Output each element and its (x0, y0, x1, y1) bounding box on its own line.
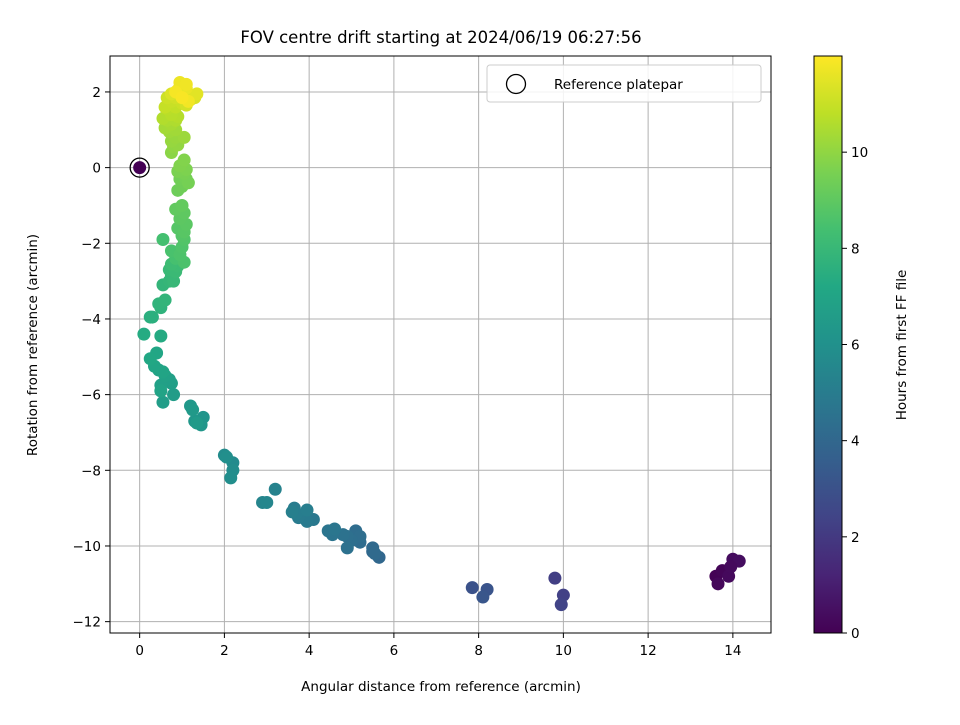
y-tick-label: 0 (92, 161, 101, 177)
data-point (724, 560, 738, 574)
y-tick-label: 2 (92, 85, 101, 101)
colorbar-tick-label: 6 (851, 338, 860, 354)
legend-label: Reference platepar (554, 77, 683, 93)
y-tick-label: −12 (73, 615, 102, 631)
legend-box (486, 64, 762, 103)
colorbar-tick-label: 0 (851, 626, 860, 642)
data-point (190, 87, 204, 101)
data-point (554, 598, 568, 612)
x-tick-label: 14 (724, 643, 741, 659)
data-point (268, 482, 282, 496)
plot-frame (109, 55, 772, 634)
colorbar-tick-label: 8 (851, 241, 860, 257)
colorbar-tick-label: 10 (851, 145, 868, 161)
legend: Reference platepar (486, 64, 762, 103)
grid-lines (110, 56, 771, 633)
data-point (154, 329, 168, 343)
data-point (145, 310, 159, 324)
data-point (167, 388, 181, 402)
data-point (177, 130, 191, 144)
x-axis-label: Angular distance from reference (arcmin) (301, 679, 581, 695)
y-tick-label: −10 (73, 539, 102, 555)
chart-title: FOV centre drift starting at 2024/06/19 … (240, 28, 641, 47)
x-tick-label: 4 (305, 643, 314, 659)
x-tick-label: 2 (220, 643, 229, 659)
y-tick-label: −8 (81, 463, 101, 479)
data-point (548, 571, 562, 585)
data-point (158, 293, 172, 307)
data-point (340, 541, 354, 555)
data-point (143, 352, 157, 366)
data-point (179, 77, 193, 91)
y-tick-label: −2 (81, 236, 101, 252)
reference-data-point (133, 161, 147, 175)
y-tick-label: −4 (81, 312, 101, 328)
data-point (224, 471, 238, 485)
data-point (285, 505, 299, 519)
data-point (154, 384, 168, 398)
reference-platepar-marker (129, 157, 150, 178)
data-point (465, 581, 479, 595)
x-tick-label: 10 (555, 643, 572, 659)
colorbar-label: Hours from first FF file (894, 270, 910, 421)
data-point (156, 233, 170, 247)
data-point (711, 577, 725, 591)
data-points (137, 75, 746, 612)
colorbar-tick-label: 4 (851, 434, 860, 450)
data-point (156, 395, 170, 409)
x-tick-label: 12 (640, 643, 657, 659)
data-point (260, 495, 274, 509)
data-point (476, 590, 490, 604)
data-point (220, 450, 234, 464)
x-tick-label: 8 (474, 643, 483, 659)
data-point (368, 547, 382, 561)
colorbar-tick-label: 2 (851, 530, 860, 546)
y-tick-label: −6 (81, 388, 101, 404)
data-point (328, 522, 342, 536)
data-point (137, 327, 151, 341)
x-axis-ticks: 0 2 4 6 8 10 12 14 (135, 633, 741, 659)
y-axis-ticks: 2 0 −2 −4 −6 −8 −10 −12 (73, 85, 110, 631)
data-point (300, 503, 314, 517)
reference-point (129, 157, 150, 178)
x-tick-label: 6 (390, 643, 399, 659)
data-point (175, 198, 189, 212)
data-point (186, 403, 200, 417)
colorbar-gradient (813, 55, 843, 634)
data-point (175, 91, 189, 105)
data-point (190, 416, 204, 430)
colorbar-ticks: 0 2 4 6 8 10 (842, 145, 868, 642)
x-tick-label: 0 (135, 643, 144, 659)
y-axis-label: Rotation from reference (arcmin) (25, 234, 41, 456)
data-point (177, 153, 191, 167)
colorbar: 0 2 4 6 8 10 Hours from first FF file (813, 55, 910, 642)
legend-marker-open-circle (505, 73, 527, 95)
